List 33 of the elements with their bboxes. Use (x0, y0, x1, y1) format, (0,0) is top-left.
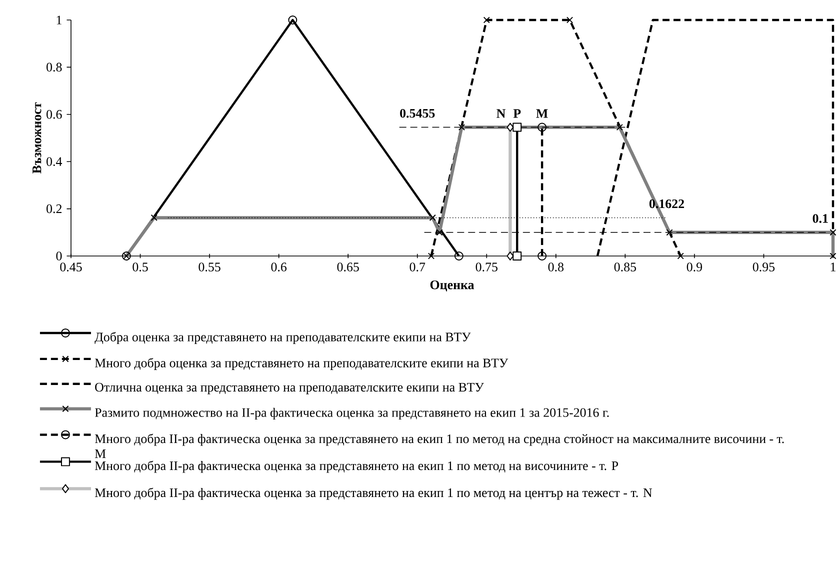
x-tick-label: 0.85 (614, 262, 636, 272)
annotation: M (536, 109, 548, 118)
x-axis-title: Оценка (430, 280, 474, 292)
x-tick-label: 0.75 (476, 262, 498, 272)
y-tick-label: 0.4 (46, 157, 62, 166)
legend-label: Много добра оценка за представянето на преподавателските екипи на ВТУ (94, 358, 508, 370)
x-tick-label: 0.8 (548, 262, 564, 272)
y-tick-label: 0.2 (46, 204, 62, 214)
legend-label: Добра оценка за представянето на преподавателските екипи на ВТУ (94, 332, 471, 344)
y-tick-label: 1 (56, 16, 62, 24)
x-tick-label: 0.45 (60, 262, 82, 272)
x-tick-label: 0.5 (132, 262, 148, 272)
legend-label: Много добра II-ра фактическа оценка за представянето на екип 1 по метод на център на тежест - т. N (94, 488, 652, 500)
x-tick-label: 0.65 (337, 262, 359, 272)
annotation: N (496, 109, 506, 118)
annotation: 0.5455 (400, 108, 435, 118)
legend-label: Много добра II-ра фактическа оценка за представянето на екип 1 по метод на средна стойност на максималните височини - т. M (94, 434, 784, 458)
x-tick-label: 0.7 (410, 262, 426, 272)
y-tick-label: 0.6 (46, 110, 62, 119)
legend-label: Отлична оценка за представянето на преподавателските екипи на ВТУ (95, 382, 484, 394)
annotation: P (513, 109, 521, 118)
x-tick-label: 0.95 (752, 262, 775, 272)
y-tick-label: 0.8 (46, 62, 62, 72)
x-tick-label: 0.9 (686, 262, 702, 272)
x-tick-label: 0.6 (271, 262, 287, 272)
x-tick-label: 1 (830, 262, 836, 272)
annotation: 0.1 (812, 214, 828, 223)
x-tick-label: 0.55 (198, 262, 220, 272)
y-axis-title: Възможност (32, 102, 42, 174)
legend-label: Много добра II-ра фактическа оценка за представянето на екип 1 по метод на височините - т. P (94, 460, 618, 473)
y-tick-label: 0 (56, 252, 62, 260)
annotation: 0.1622 (649, 199, 684, 208)
legend-label: Размито подмножество на II-ра фактическа оценка за представянето на екип 1 за 2015-2016 г. (94, 408, 609, 420)
